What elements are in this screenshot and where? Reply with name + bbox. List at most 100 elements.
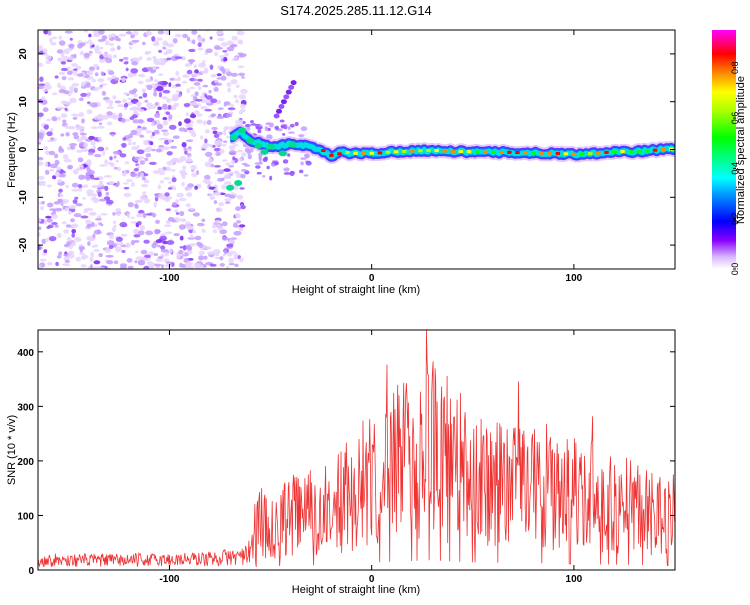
noise-blob — [189, 234, 194, 239]
noise-blob — [164, 231, 173, 235]
noise-blob — [144, 99, 149, 103]
noise-blob — [152, 58, 160, 64]
noise-blob — [222, 50, 228, 53]
noise-blob — [130, 182, 135, 187]
transition-blob — [247, 150, 251, 155]
noise-blob — [71, 233, 75, 238]
noise-blob — [72, 199, 78, 205]
noise-blob — [99, 58, 106, 64]
noise-blob — [155, 193, 159, 199]
noise-blob — [196, 241, 202, 247]
transition-blob — [255, 126, 263, 130]
noise-blob — [136, 213, 141, 218]
noise-blob — [168, 82, 172, 87]
noise-blob — [85, 82, 91, 88]
noise-blob — [98, 222, 103, 226]
transition-blob — [250, 123, 257, 126]
noise-blob — [224, 53, 230, 57]
transition-blob — [287, 126, 291, 131]
colorbar-tick-label: 0.0 — [730, 263, 740, 276]
noise-blob — [99, 46, 104, 50]
noise-blob — [239, 40, 244, 45]
noise-blob — [197, 85, 202, 91]
noise-blob — [42, 107, 49, 113]
noise-blob — [140, 184, 149, 188]
noise-blob — [162, 103, 168, 108]
noise-blob — [100, 213, 108, 216]
noise-blob — [49, 169, 55, 172]
noise-blob — [240, 88, 248, 94]
noise-blob — [113, 224, 117, 228]
noise-blob — [71, 182, 79, 188]
noise-blob — [81, 147, 89, 152]
noise-blob — [58, 173, 66, 178]
noise-blob — [38, 116, 42, 120]
noise-blob — [148, 251, 154, 256]
noise-blob — [106, 111, 113, 116]
noise-blob — [72, 132, 79, 136]
noise-blob — [154, 102, 159, 106]
noise-blob — [87, 101, 91, 104]
noise-blob — [241, 76, 245, 79]
noise-blob — [200, 135, 204, 140]
ridge-patch — [260, 148, 269, 155]
noise-blob — [170, 145, 178, 149]
noise-blob — [240, 205, 246, 210]
transition-blob — [254, 162, 261, 165]
noise-blob — [228, 262, 235, 266]
noise-blob — [155, 265, 161, 269]
noise-blob — [106, 121, 113, 126]
noise-blob — [157, 106, 162, 111]
noise-blob — [56, 49, 64, 54]
noise-blob — [76, 138, 83, 142]
spectrogram-xlabel: Height of straight line (km) — [292, 284, 420, 296]
noise-blob — [48, 236, 57, 242]
noise-blob — [214, 171, 219, 175]
noise-blob — [80, 215, 89, 219]
noise-blob — [113, 260, 119, 265]
noise-blob — [154, 79, 158, 83]
noise-blob — [187, 245, 193, 252]
noise-blob — [197, 222, 205, 227]
noise-blob — [56, 255, 62, 259]
noise-blob — [137, 80, 144, 85]
ridge-patch — [246, 137, 255, 144]
noise-blob — [196, 113, 203, 117]
noise-blob — [62, 263, 70, 267]
noise-blob — [132, 99, 138, 104]
noise-blob — [212, 222, 219, 225]
noise-blob — [119, 58, 124, 62]
noise-blob — [185, 186, 190, 192]
noise-blob — [122, 137, 127, 141]
noise-blob — [64, 48, 73, 52]
transition-blob — [264, 156, 268, 161]
noise-blob — [227, 46, 235, 52]
noise-blob — [119, 242, 124, 246]
noise-blob — [101, 83, 108, 86]
noise-blob — [209, 196, 215, 200]
spectrogram-ytick-label: -20 — [18, 237, 29, 252]
noise-blob — [190, 164, 197, 171]
noise-blob — [193, 82, 201, 86]
noise-blob — [204, 138, 208, 144]
noise-blob — [131, 114, 138, 119]
noise-blob — [174, 209, 179, 213]
noise-blob — [178, 224, 186, 230]
noise-blob — [179, 246, 184, 249]
noise-blob — [121, 77, 126, 83]
noise-blob — [228, 239, 235, 244]
noise-blob — [43, 219, 47, 225]
noise-blob — [192, 39, 196, 45]
noise-blob — [93, 260, 101, 265]
noise-blob — [93, 63, 99, 69]
noise-blob — [175, 70, 180, 76]
noise-blob — [219, 148, 225, 154]
noise-blob — [59, 193, 64, 197]
noise-blob — [89, 264, 93, 269]
noise-blob — [241, 152, 247, 157]
noise-blob — [46, 218, 53, 223]
noise-blob — [219, 229, 228, 235]
noise-blob — [45, 215, 52, 219]
noise-blob — [133, 110, 138, 114]
noise-blob — [38, 156, 44, 161]
